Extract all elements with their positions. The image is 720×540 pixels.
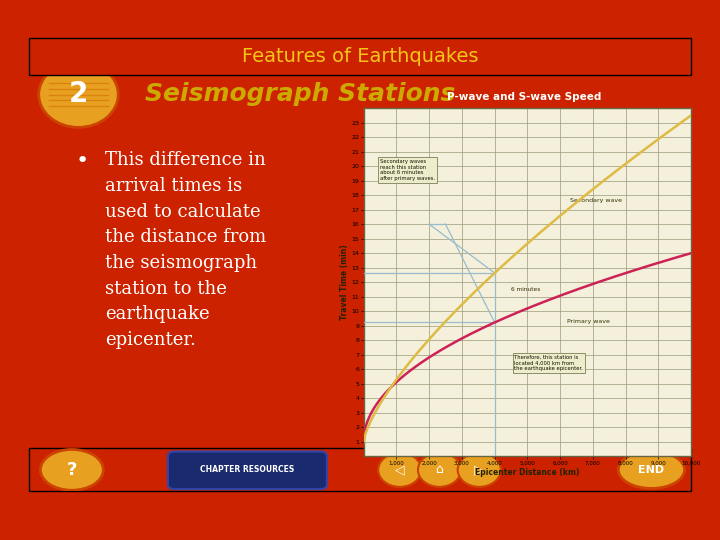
- Text: Secondary waves
reach this station
about 6 minutes
after primary waves.: Secondary waves reach this station about…: [380, 159, 435, 181]
- Text: ?: ?: [67, 461, 77, 479]
- Ellipse shape: [618, 451, 685, 489]
- Ellipse shape: [39, 62, 118, 127]
- Text: CHAPTER RESOURCES: CHAPTER RESOURCES: [200, 465, 294, 474]
- Text: 6 minutes: 6 minutes: [511, 287, 541, 292]
- X-axis label: Epicenter Distance (km): Epicenter Distance (km): [475, 468, 580, 477]
- FancyBboxPatch shape: [29, 38, 691, 75]
- Text: This difference in
arrival times is
used to calculate
the distance from
the seis: This difference in arrival times is used…: [105, 151, 266, 349]
- Text: P-wave and S-wave Speed: P-wave and S-wave Speed: [447, 92, 601, 102]
- Ellipse shape: [40, 449, 104, 490]
- Text: Primary wave: Primary wave: [567, 319, 610, 324]
- Ellipse shape: [378, 453, 421, 487]
- Text: ▷: ▷: [474, 463, 484, 476]
- Text: ◁: ◁: [395, 463, 405, 476]
- Ellipse shape: [458, 453, 501, 487]
- Text: •: •: [75, 151, 89, 171]
- Text: Secondary wave: Secondary wave: [570, 198, 622, 204]
- Text: Seismograph Stations: Seismograph Stations: [145, 82, 455, 106]
- FancyBboxPatch shape: [168, 451, 327, 489]
- Text: 2: 2: [69, 80, 88, 109]
- Text: ⌂: ⌂: [436, 463, 444, 476]
- FancyBboxPatch shape: [29, 448, 691, 491]
- Text: Therefore, this station is
located 4,000 km from
the earthquake epicenter.: Therefore, this station is located 4,000…: [514, 355, 583, 372]
- Y-axis label: Travel Time (min): Travel Time (min): [340, 244, 348, 320]
- Ellipse shape: [418, 453, 461, 487]
- Text: END: END: [639, 465, 665, 475]
- Text: Features of Earthquakes: Features of Earthquakes: [242, 47, 478, 66]
